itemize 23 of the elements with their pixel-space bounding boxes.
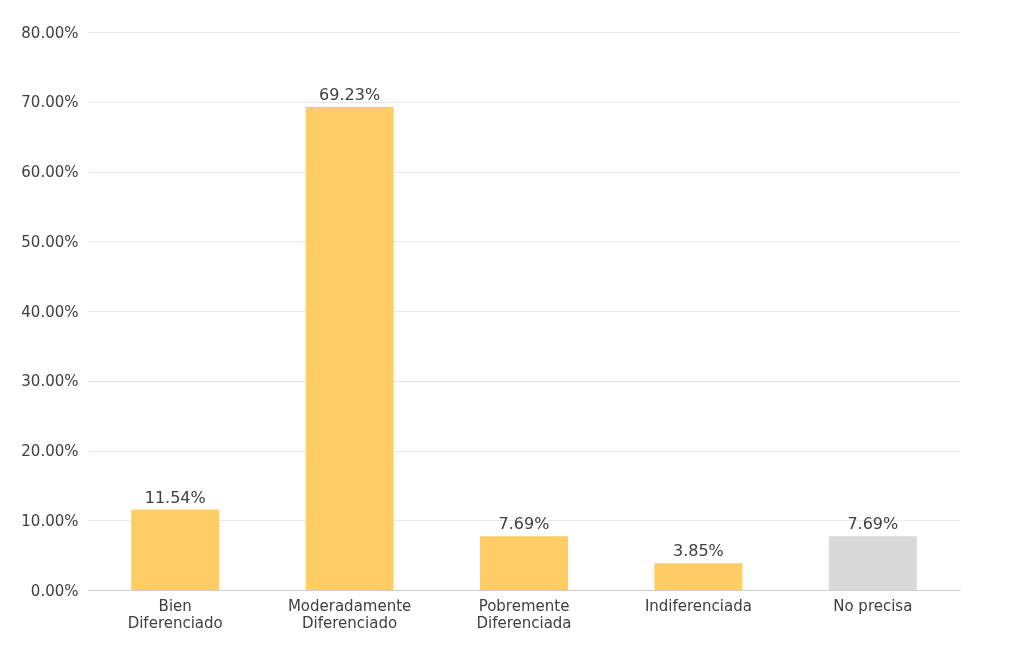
y-tick-label: 10.00% — [21, 511, 79, 530]
x-tick-label: Pobremente Diferenciada — [476, 596, 572, 632]
data-label: 11.54% — [144, 487, 206, 507]
data-label: 7.69% — [847, 514, 899, 534]
y-tick-label: 80.00% — [21, 23, 79, 42]
y-tick-label: 50.00% — [21, 232, 79, 251]
y-tick-label: 70.00% — [21, 93, 79, 112]
x-tick-label: Indiferenciada — [644, 596, 752, 615]
x-tick-label: Bien Diferenciado — [127, 596, 223, 632]
data-label: 7.69% — [498, 514, 550, 534]
bar — [305, 107, 394, 590]
y-tick-label: 30.00% — [21, 372, 79, 391]
x-tick-label: Moderadamente Diferenciado — [287, 596, 412, 632]
y-tick-label: 40.00% — [21, 302, 79, 321]
y-tick-label: 20.00% — [21, 442, 79, 460]
x-tick-label: No precisa — [833, 596, 913, 615]
data-label: 3.85% — [672, 541, 724, 561]
bar — [480, 536, 568, 590]
bar — [654, 563, 743, 590]
data-label: 69.23% — [319, 85, 381, 105]
bar — [131, 509, 220, 590]
y-tick-label: 60.00% — [21, 163, 79, 181]
y-tick-label: 0.00% — [30, 581, 79, 600]
